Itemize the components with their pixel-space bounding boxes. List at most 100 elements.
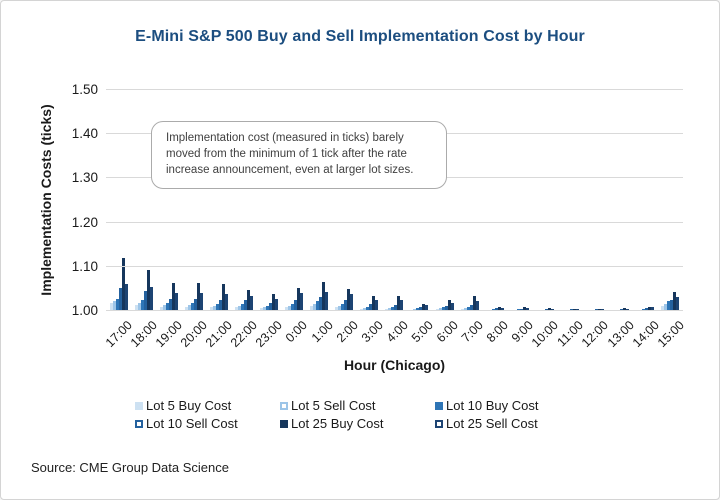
- bar: [263, 307, 266, 311]
- legend-label: Lot 10 Sell Cost: [146, 416, 238, 431]
- legend-label: Lot 25 Sell Cost: [446, 416, 538, 431]
- bar-group: [482, 90, 507, 311]
- bar: [642, 308, 646, 311]
- bar-group: [282, 90, 307, 311]
- x-tick-label: 10:00: [529, 318, 562, 351]
- x-tick-label: 6:00: [433, 318, 461, 346]
- x-tick-label: 14:00: [629, 318, 662, 351]
- bar-group: [307, 90, 332, 311]
- bar-group: [633, 90, 658, 311]
- x-tick-label: 1:00: [308, 318, 336, 346]
- bar: [366, 306, 370, 311]
- bar: [550, 308, 554, 311]
- legend-item: Lot 25 Buy Cost: [280, 416, 435, 431]
- x-tick-label: 20:00: [177, 318, 210, 351]
- x-tick-label: 22:00: [228, 318, 261, 351]
- bar: [419, 307, 423, 311]
- bar: [463, 307, 467, 311]
- bar: [313, 303, 317, 311]
- bar: [285, 307, 289, 311]
- y-tick-label: 1.00: [71, 303, 98, 318]
- bar: [187, 304, 191, 311]
- bar-group: [357, 90, 382, 311]
- bar: [246, 290, 250, 311]
- bar: [391, 306, 395, 311]
- legend-item: Lot 10 Buy Cost: [435, 398, 585, 413]
- bar: [497, 307, 501, 311]
- bar: [221, 283, 225, 311]
- bar: [118, 288, 122, 311]
- bar-group: [206, 90, 231, 311]
- bar: [137, 303, 141, 311]
- bar: [159, 306, 163, 311]
- legend-marker-icon: [135, 401, 143, 410]
- bar: [623, 308, 627, 311]
- bar: [385, 308, 389, 311]
- bar: [249, 295, 253, 311]
- bar: [291, 303, 295, 311]
- legend-marker-icon: [435, 401, 443, 410]
- bar: [469, 304, 473, 311]
- legend-marker-icon: [135, 419, 143, 428]
- bar: [269, 303, 272, 311]
- bar: [300, 293, 304, 311]
- y-tick-label: 1.50: [71, 82, 98, 97]
- bar-group: [557, 90, 582, 311]
- bar: [215, 303, 219, 311]
- bar: [438, 308, 442, 311]
- bar: [372, 295, 376, 311]
- bar: [325, 292, 329, 311]
- bar: [648, 306, 652, 311]
- bar: [224, 294, 228, 311]
- bar: [266, 305, 269, 311]
- bar: [319, 297, 323, 311]
- y-tick-label: 1.30: [71, 170, 98, 186]
- y-tick-label: 1.40: [71, 126, 98, 142]
- y-tick-label: 1.20: [71, 214, 98, 230]
- bar: [388, 307, 392, 311]
- bar: [316, 301, 320, 311]
- bar: [344, 300, 348, 311]
- bar: [193, 298, 197, 311]
- x-tick-label: 18:00: [127, 318, 160, 351]
- gridline: [106, 265, 683, 267]
- legend: Lot 5 Buy Cost Lot 5 Sell Cost Lot 10 Buy …: [135, 398, 585, 431]
- x-tick-label: 12:00: [579, 318, 612, 351]
- bar: [441, 307, 445, 311]
- bar: [237, 306, 241, 311]
- bar: [472, 296, 476, 311]
- bar-group: [106, 90, 131, 311]
- bar: [664, 303, 668, 311]
- y-tick-label: 1.10: [71, 258, 98, 274]
- bar: [143, 291, 147, 311]
- legend-marker-icon: [435, 419, 443, 428]
- bar: [146, 270, 150, 311]
- bar: [288, 306, 292, 311]
- legend-label: Lot 25 Buy Cost: [291, 416, 384, 431]
- bar: [422, 303, 426, 311]
- legend-item: Lot 25 Sell Cost: [435, 416, 585, 431]
- bar: [240, 304, 244, 311]
- bar: [394, 304, 398, 311]
- bar: [168, 298, 172, 311]
- bar-group: [256, 90, 281, 311]
- bar-group: [382, 90, 407, 311]
- x-tick-label: 8:00: [483, 318, 512, 346]
- x-tick-label: 17:00: [102, 318, 135, 351]
- x-tick-label: 3:00: [358, 318, 386, 346]
- legend-item: Lot 10 Sell Cost: [135, 416, 280, 431]
- bar: [670, 299, 674, 311]
- bar: [109, 303, 113, 311]
- bar: [275, 298, 278, 311]
- bar: [134, 305, 138, 311]
- annotation-callout: Implementation cost (measured in ticks) …: [151, 121, 447, 189]
- bar: [310, 305, 314, 311]
- bar: [162, 304, 166, 311]
- bar: [416, 308, 420, 311]
- x-axis-title: Hour (Chicago): [343, 357, 446, 373]
- bar: [140, 299, 144, 311]
- bar: [475, 301, 479, 311]
- bar: [447, 300, 451, 311]
- bar: [335, 307, 339, 311]
